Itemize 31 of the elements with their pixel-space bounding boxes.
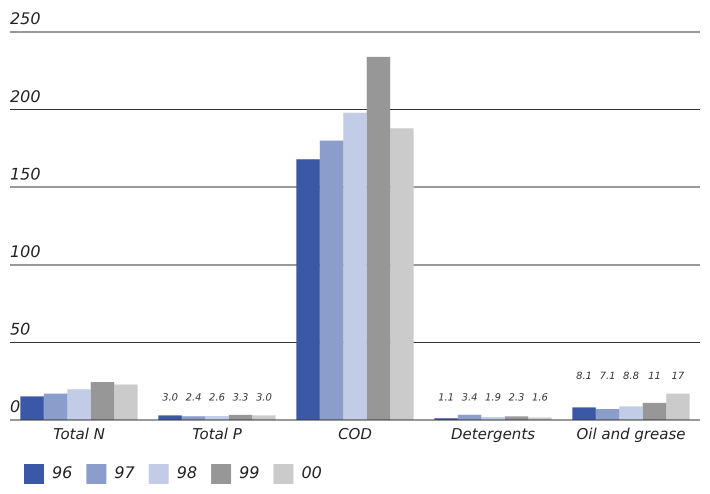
y-tick-label: 200 (10, 86, 41, 106)
y-tick-label: 150 (10, 164, 41, 184)
x-tick-label: Total P (192, 424, 243, 443)
data-label: 8.8 (623, 371, 639, 382)
legend-label: 96 (52, 463, 72, 482)
legend-label: 99 (239, 463, 260, 482)
data-label: 7.1 (600, 371, 616, 382)
data-label: 8.1 (576, 371, 592, 382)
data-label: 1.9 (485, 392, 501, 404)
data-label: 1.1 (438, 392, 454, 404)
legend-label: 98 (176, 463, 198, 482)
y-tick-label: 0 (10, 397, 20, 416)
data-label: 1.6 (532, 392, 548, 404)
data-label: 3.0 (256, 392, 272, 404)
y-tick-label: 250 (10, 9, 41, 28)
data-label: 3.0 (162, 392, 178, 404)
x-tick-label: COD (338, 424, 372, 443)
legend-label: 00 (301, 463, 322, 482)
data-label: 17 (672, 371, 685, 382)
x-tick-label: Oil and grease (576, 424, 686, 443)
y-tick-label: 50 (10, 320, 30, 339)
data-label: 2.4 (186, 392, 202, 404)
data-label: 3.4 (462, 392, 478, 404)
legend-label: 97 (114, 463, 136, 482)
x-tick-label: Total N (53, 424, 105, 443)
data-label: 11 (648, 371, 661, 382)
data-label: 2.3 (508, 392, 524, 404)
data-label: 3.3 (232, 392, 248, 404)
y-tick-label: 100 (10, 242, 41, 261)
data-label: 2.6 (209, 392, 225, 404)
x-tick-label: Detergents (450, 424, 536, 443)
